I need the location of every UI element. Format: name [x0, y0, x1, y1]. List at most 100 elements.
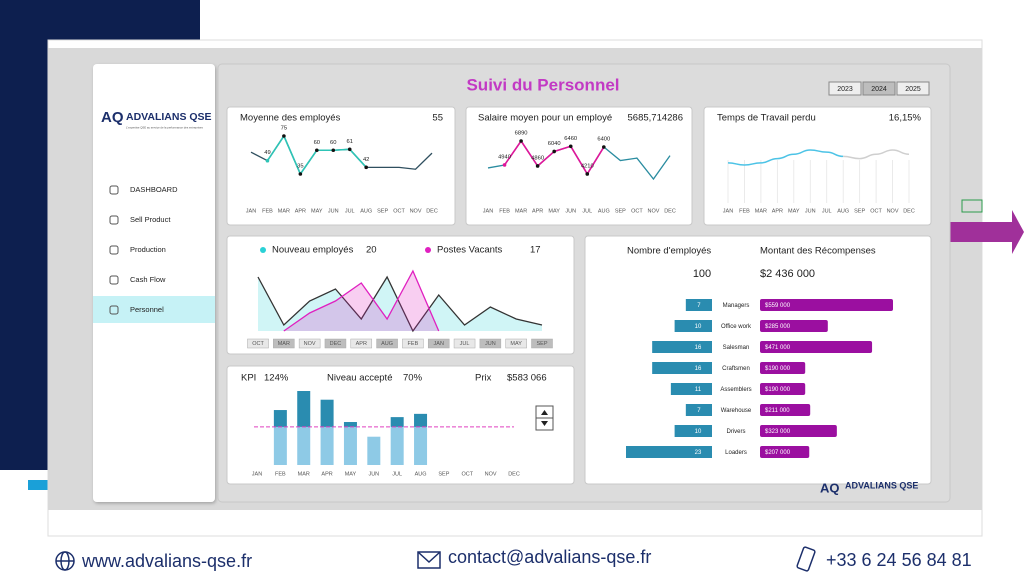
category-chip[interactable] — [324, 338, 347, 349]
x-tick-label: MAY — [548, 208, 560, 214]
category-chip[interactable] — [350, 338, 373, 349]
bar — [367, 436, 381, 465]
category-label: FEB — [408, 341, 419, 347]
menu-item[interactable]: Sell Product — [130, 215, 171, 224]
dashboard-title: Suivi du Personnel — [466, 75, 619, 94]
employee-label: 16 — [695, 345, 702, 351]
category-chip[interactable] — [453, 338, 476, 349]
category-chip[interactable] — [479, 338, 502, 349]
menu-item[interactable]: Cash Flow — [130, 275, 166, 284]
year-button[interactable] — [862, 81, 896, 96]
point — [315, 148, 319, 153]
reward-bar — [760, 362, 806, 374]
reward-label: $559 000 — [765, 303, 791, 309]
threshold-label: Niveau accepté — [327, 373, 392, 384]
x-tick-label: JAN — [723, 208, 733, 214]
highlight-segment — [283, 135, 302, 175]
category-label: JUN — [485, 341, 496, 347]
data-label: 6460 — [564, 136, 577, 142]
point — [282, 134, 286, 138]
menu-item[interactable]: Production — [130, 245, 166, 254]
point — [535, 164, 540, 168]
x-tick-label: JUL — [582, 208, 592, 214]
bar-over — [414, 413, 428, 427]
year-button[interactable] — [828, 81, 862, 96]
data-label: 60 — [314, 140, 320, 146]
card-total: 55 — [432, 113, 443, 124]
employee-bar — [670, 383, 712, 395]
x-tick-label: DEC — [664, 208, 676, 214]
x-tick-label: APR — [772, 208, 783, 214]
category-chip[interactable] — [427, 338, 450, 349]
bar-over — [390, 417, 404, 427]
x-tick-label: NOV — [647, 208, 659, 214]
year-label: 2025 — [905, 86, 921, 93]
year-button[interactable] — [896, 81, 930, 96]
reward-label: $190 000 — [765, 387, 791, 393]
highlight-segment — [503, 140, 522, 166]
hbar-right-title: Montant des Récompenses — [760, 246, 876, 257]
card — [584, 235, 932, 485]
menu-item[interactable]: Personnel — [130, 305, 164, 314]
category-chip[interactable] — [402, 338, 424, 349]
employee-bar — [685, 299, 712, 311]
x-tick-label: MAY — [788, 208, 800, 214]
phone-icon — [796, 546, 816, 572]
x-tick-label: MAY — [311, 208, 323, 214]
x-tick-label: AUG — [598, 208, 610, 214]
card — [465, 106, 693, 226]
x-tick-label: FEB — [262, 208, 273, 214]
category-chip[interactable] — [298, 338, 321, 349]
reward-bar — [760, 299, 893, 311]
spinner-down[interactable] — [541, 421, 548, 426]
bar — [390, 426, 404, 465]
logo-mark: AQ — [820, 480, 840, 495]
x-tick-label: MAR — [278, 208, 290, 214]
data-label: 49 — [264, 150, 270, 156]
x-tick-label: JUN — [805, 208, 816, 214]
x-tick-label: JUN — [565, 208, 576, 214]
bar-over — [343, 422, 357, 427]
year-label: 2024 — [871, 86, 887, 93]
logo: ADVALIANS QSE — [126, 111, 212, 123]
highlight-segment — [333, 148, 350, 152]
x-tick-label: JAN — [246, 208, 256, 214]
line — [257, 275, 543, 333]
data-label: 35 — [297, 164, 303, 170]
x-tick-label: NOV — [485, 471, 497, 477]
spinner-up[interactable] — [541, 410, 548, 415]
category-chip[interactable] — [247, 338, 269, 349]
x-tick-label: FEB — [275, 471, 286, 477]
logo-mark: AQ — [101, 109, 124, 126]
point — [552, 149, 556, 154]
data-label: 6890 — [515, 131, 528, 137]
category-chip[interactable] — [273, 338, 295, 349]
highlight-segment — [266, 135, 285, 162]
price-label: Prix — [475, 373, 492, 384]
x-tick-label: SEP — [615, 208, 626, 214]
x-tick-label: AUG — [415, 471, 427, 477]
category-chip[interactable] — [531, 338, 553, 349]
legend-dot — [425, 247, 431, 253]
point — [602, 145, 606, 149]
x-tick-label: OCT — [393, 208, 405, 214]
legend-label: Postes Vacants — [437, 245, 503, 256]
footer-icons — [55, 546, 816, 572]
x-tick-label: OCT — [870, 208, 882, 214]
employee-label: 7 — [697, 303, 701, 309]
x-tick-label: MAR — [298, 471, 310, 477]
data-label: 60 — [330, 140, 336, 146]
menu-item[interactable]: DASHBOARD — [130, 185, 178, 194]
category-chip[interactable] — [376, 338, 398, 349]
menu-icon — [109, 185, 119, 195]
data-label: 4860 — [531, 155, 544, 161]
employee-label: 10 — [695, 324, 702, 330]
category-label: Office work — [721, 324, 752, 330]
category-chip[interactable] — [505, 338, 527, 349]
reward-label: $207 000 — [765, 450, 791, 456]
reward-bar — [760, 320, 828, 332]
x-tick-label: SEP — [854, 208, 865, 214]
x-tick-label: SEP — [377, 208, 388, 214]
tagline: L'expertise QSE au service de la perform… — [126, 126, 203, 130]
